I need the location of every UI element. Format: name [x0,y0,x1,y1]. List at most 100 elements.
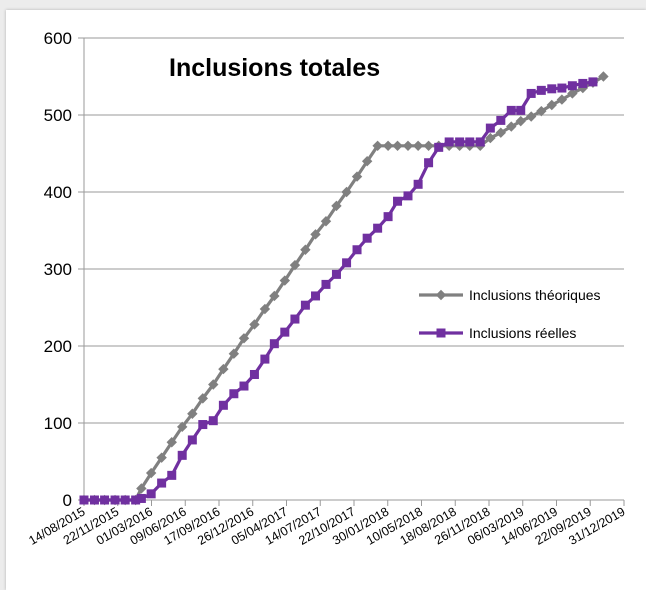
diamond-marker [435,289,447,301]
diamond-marker [392,140,403,152]
diamond-marker [525,111,537,122]
square-marker [557,83,567,93]
diamond-marker [156,452,167,463]
square-marker [424,158,434,168]
diamond-marker [331,200,342,212]
legend-item: Inclusions théoriques [419,287,601,303]
diamond-marker [289,259,301,271]
y-tick-label: 500 [44,106,72,125]
square-marker [177,450,187,460]
square-marker [485,123,495,133]
diamond-marker [485,132,496,144]
square-marker [516,105,526,115]
legend: Inclusions théoriques Inclusions réelles [419,287,601,341]
legend-label: Inclusions théoriques [469,287,601,303]
line-chart: 0 100 200 300 400 500 600 14/08/201522/11/2015… [26,29,627,548]
square-marker [455,137,465,147]
diamond-marker [259,303,271,315]
diamond-marker [382,140,394,152]
chart-title: Inclusions totales [169,54,380,82]
square-marker [342,258,352,268]
diamond-marker [145,467,157,479]
diamond-marker [166,437,177,448]
diamond-marker [423,140,434,152]
diamond-marker [515,115,526,127]
square-marker [249,369,259,379]
square-marker [208,416,218,426]
square-marker [290,314,300,324]
series-actual [79,77,598,505]
y-tick-label: 400 [44,183,72,202]
square-marker [260,354,270,364]
square-marker [434,142,444,152]
diamond-marker [300,244,311,255]
diamond-marker [506,121,517,132]
diamond-marker [598,71,609,82]
square-marker [229,389,239,399]
square-marker [436,328,446,338]
square-marker [475,137,485,147]
square-marker [536,85,546,95]
square-marker [362,233,372,243]
legend-label: Inclusions réelles [469,325,576,341]
diamond-marker [228,348,240,359]
diamond-marker [495,127,507,138]
y-tick-label: 100 [44,414,72,433]
gridlines [83,37,624,501]
diamond-marker [249,319,260,330]
square-marker [100,495,110,505]
square-marker [578,78,588,88]
square-marker [403,191,413,201]
square-marker [506,105,516,115]
square-marker [187,435,197,445]
chart-frame: 0 100 200 300 400 500 600 14/08/2015 22/11/2015… [6,10,646,590]
diamond-marker [310,229,321,240]
y-axis-ticks: 0 100 200 300 400 500 600 [44,29,84,510]
square-marker [567,81,577,91]
diamond-marker [341,186,352,198]
y-tick-label: 600 [44,29,72,48]
diamond-marker [238,333,250,344]
square-marker [136,493,146,503]
square-marker [383,212,393,222]
diamond-marker [208,379,219,390]
diamond-marker [536,105,547,117]
diamond-marker [197,393,209,404]
square-marker [311,291,321,301]
square-marker [444,137,454,147]
square-marker [218,400,228,410]
square-marker [157,478,167,488]
square-marker [331,269,341,279]
diamond-marker [187,408,198,419]
square-marker [89,495,99,505]
diamond-marker [351,171,363,182]
diamond-marker [279,275,291,286]
square-marker [496,115,506,125]
diamond-marker [136,483,147,494]
square-marker [239,381,249,391]
series-layer [78,71,609,506]
square-marker [146,489,156,499]
diamond-marker [372,140,383,152]
square-marker [352,245,362,255]
square-marker [269,339,279,349]
square-marker [413,179,423,189]
square-marker [465,137,475,147]
diamond-marker [556,94,568,105]
square-marker [198,420,208,430]
y-tick-label: 300 [44,260,72,279]
y-tick-label: 0 [63,491,72,510]
square-marker [547,84,557,94]
diamond-marker [177,421,188,433]
diamond-marker [218,363,229,375]
diamond-marker [320,216,332,227]
square-marker [393,196,403,206]
square-marker [373,223,383,233]
square-marker [300,300,310,310]
diamond-marker [412,140,424,152]
square-marker [79,495,89,505]
diamond-marker [567,88,578,99]
square-marker [588,77,598,87]
diamond-marker [402,140,414,152]
series-line [84,75,605,502]
